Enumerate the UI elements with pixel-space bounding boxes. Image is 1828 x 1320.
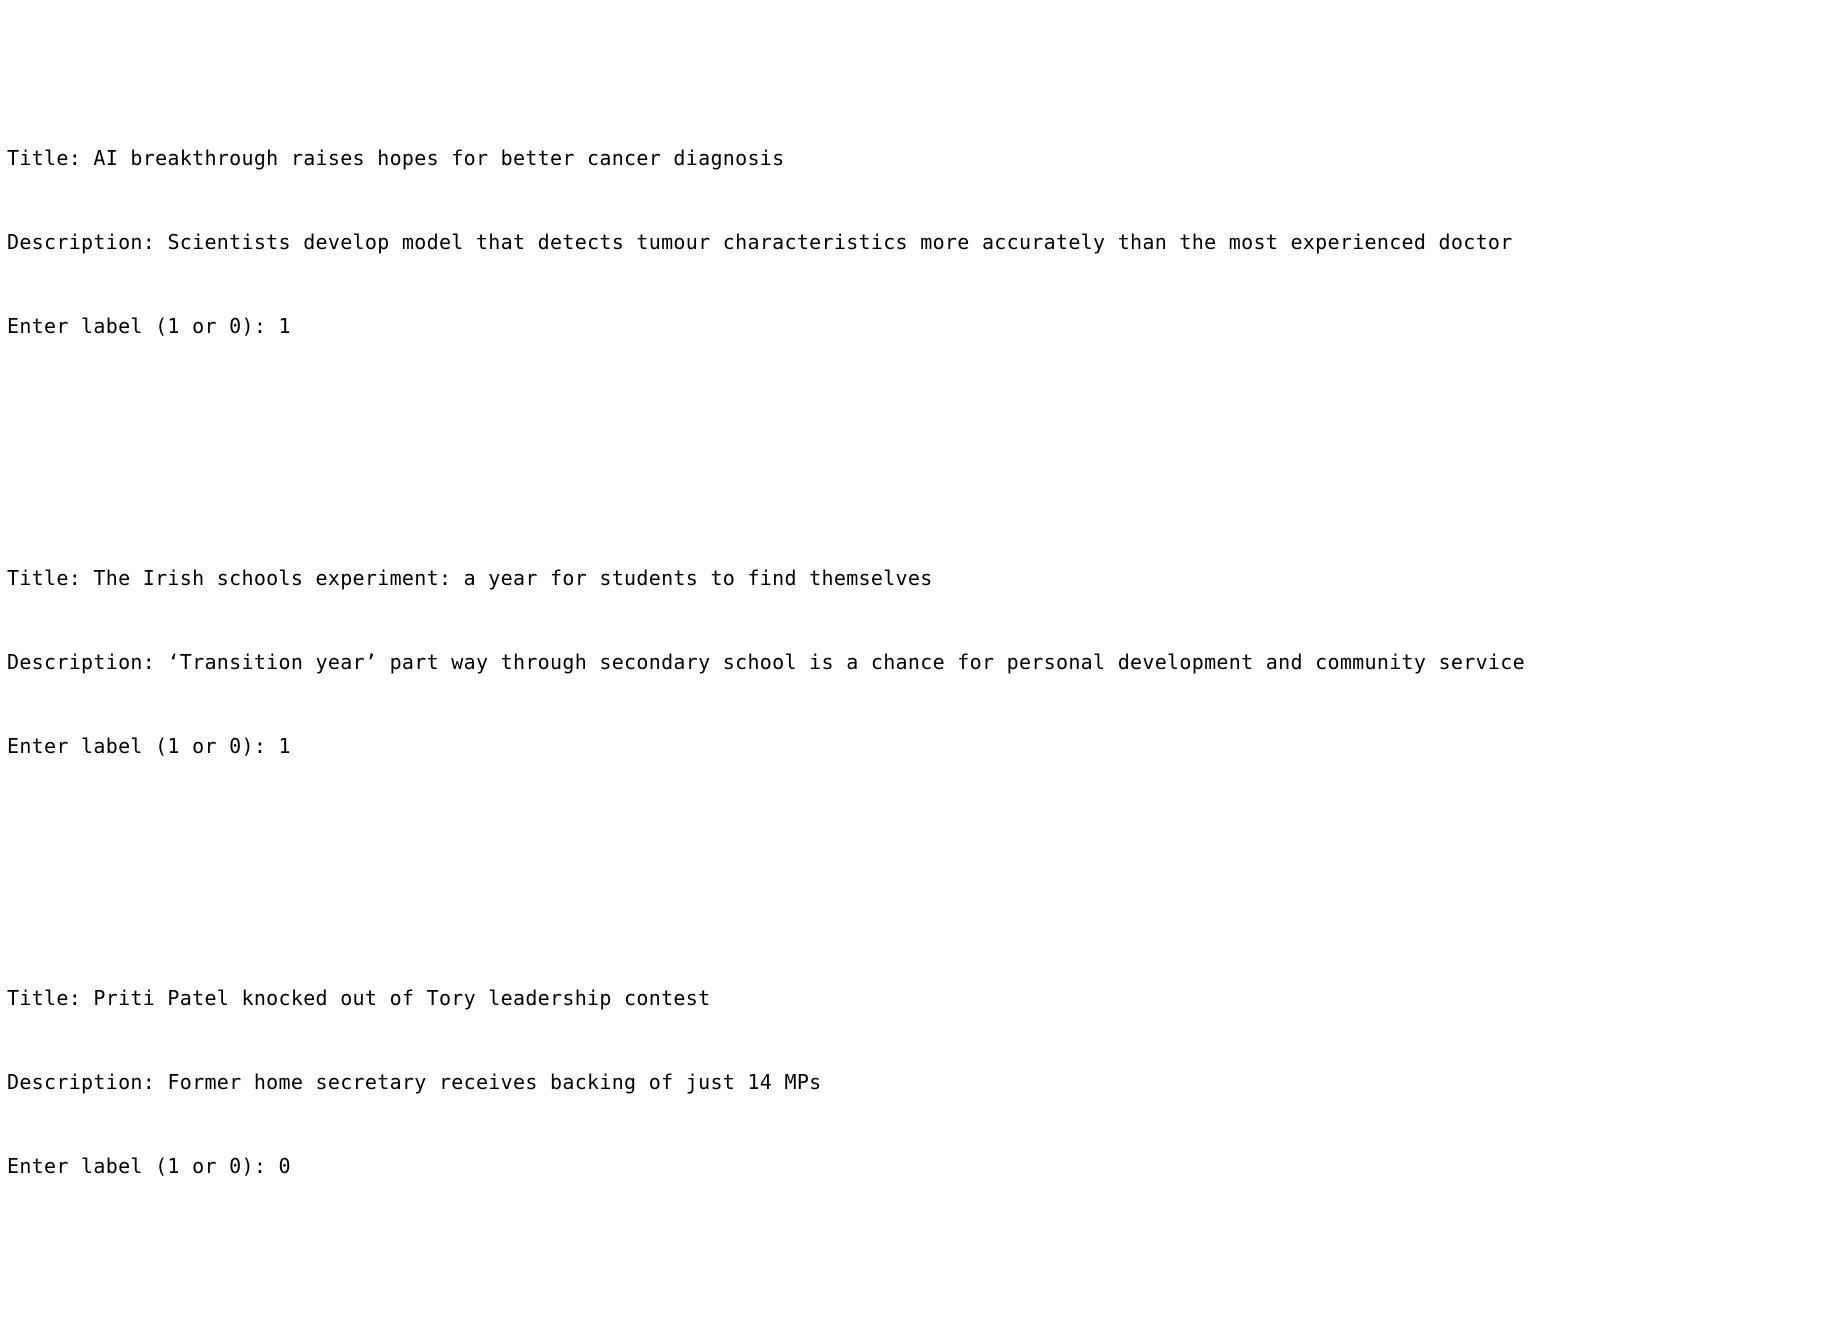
- description-prefix: Description:: [7, 650, 168, 674]
- article-description: Scientists develop model that detects tu…: [167, 230, 1513, 254]
- title-line: Title: The Irish schools experiment: a y…: [7, 564, 1821, 592]
- title-line: Title: Priti Patel knocked out of Tory l…: [7, 984, 1821, 1012]
- article-title: The Irish schools experiment: a year for…: [93, 566, 933, 590]
- description-line: Description: Scientists develop model th…: [7, 228, 1821, 256]
- label-prompt: Enter label (1 or 0):: [7, 314, 279, 338]
- label-prompt: Enter label (1 or 0):: [7, 734, 279, 758]
- article-description: Former home secretary receives backing o…: [167, 1070, 822, 1094]
- terminal-output[interactable]: Title: AI breakthrough raises hopes for …: [7, 4, 1821, 1320]
- article-title: AI breakthrough raises hopes for better …: [93, 146, 785, 170]
- news-entry: Title: AI breakthrough raises hopes for …: [7, 88, 1821, 396]
- news-entry: Title: The Irish schools experiment: a y…: [7, 508, 1821, 816]
- title-prefix: Title:: [7, 986, 94, 1010]
- description-line: Description: ‘Transition year’ part way …: [7, 648, 1821, 676]
- title-line: Title: AI breakthrough raises hopes for …: [7, 144, 1821, 172]
- label-prompt-line: Enter label (1 or 0): 1: [7, 732, 1821, 760]
- label-value: 0: [278, 1154, 291, 1178]
- description-prefix: Description:: [7, 230, 168, 254]
- title-prefix: Title:: [7, 566, 94, 590]
- description-prefix: Description:: [7, 1070, 168, 1094]
- news-entry: Title: Priti Patel knocked out of Tory l…: [7, 928, 1821, 1236]
- article-title: Priti Patel knocked out of Tory leadersh…: [93, 986, 711, 1010]
- label-prompt-line: Enter label (1 or 0): 1: [7, 312, 1821, 340]
- article-description: ‘Transition year’ part way through secon…: [167, 650, 1525, 674]
- title-prefix: Title:: [7, 146, 94, 170]
- description-line: Description: Former home secretary recei…: [7, 1068, 1821, 1096]
- label-value: 1: [278, 314, 291, 338]
- label-prompt-line: Enter label (1 or 0): 0: [7, 1152, 1821, 1180]
- terminal-window: { "terminal": { "title_prefix": "Title: …: [7, 146, 1525, 1178]
- label-prompt: Enter label (1 or 0):: [7, 1154, 279, 1178]
- label-value: 1: [278, 734, 291, 758]
